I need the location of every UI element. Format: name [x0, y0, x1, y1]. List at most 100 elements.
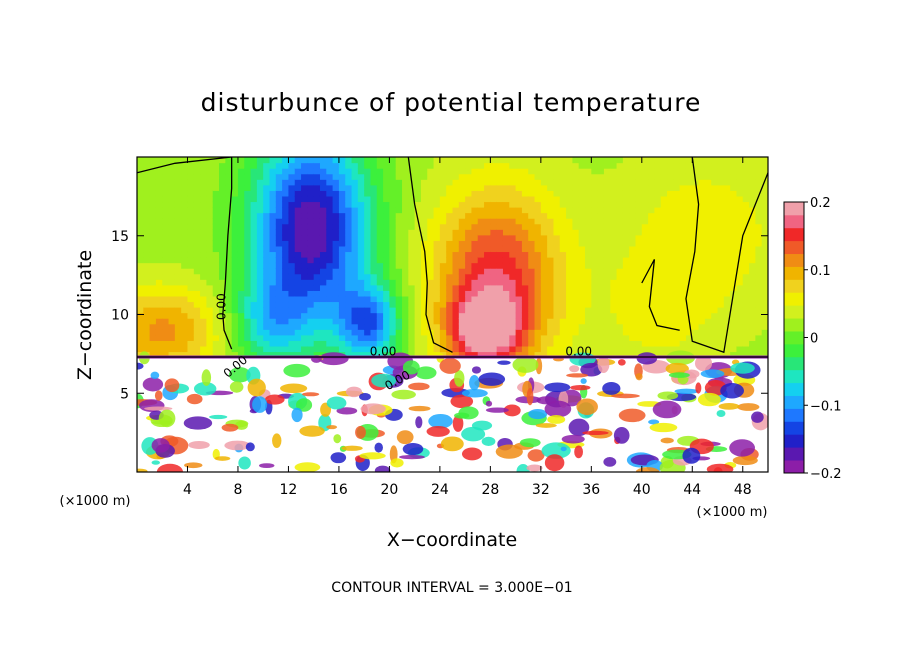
field-cell	[749, 284, 756, 291]
field-cell	[389, 290, 397, 297]
field-cell	[515, 262, 523, 269]
turbulent-patch	[660, 437, 674, 444]
field-cell	[237, 290, 245, 297]
field-cell	[427, 179, 435, 186]
field-cell	[490, 284, 498, 291]
field-cell	[155, 290, 163, 297]
field-cell	[692, 340, 700, 347]
field-cell	[597, 168, 605, 175]
field-cell	[585, 268, 592, 275]
field-cell	[357, 262, 365, 269]
field-cell	[502, 190, 510, 197]
field-cell	[137, 279, 144, 286]
field-cell	[181, 340, 189, 347]
field-cell	[578, 279, 586, 286]
field-cell	[231, 334, 239, 341]
field-cell	[181, 284, 189, 291]
field-cell	[717, 345, 725, 353]
field-cell	[338, 179, 346, 186]
field-cell	[275, 340, 283, 347]
field-cell	[477, 201, 485, 208]
field-cell	[225, 234, 233, 241]
contour-line	[641, 259, 680, 331]
field-cell	[521, 162, 529, 169]
field-cell	[534, 273, 542, 280]
field-cell	[730, 268, 738, 275]
field-cell	[149, 173, 157, 180]
field-cell	[357, 195, 365, 203]
field-cell	[521, 329, 529, 336]
field-cell	[540, 162, 548, 169]
field-cell	[502, 290, 510, 297]
field-cell	[351, 301, 359, 308]
field-cell	[402, 318, 409, 325]
field-cell	[660, 284, 668, 291]
field-cell	[559, 295, 567, 303]
field-cell	[174, 262, 182, 269]
field-cell	[174, 212, 182, 219]
x-tick-label: 40	[633, 482, 651, 498]
field-cell	[635, 229, 643, 236]
field-cell	[704, 157, 712, 164]
field-cell	[326, 295, 334, 303]
field-cell	[736, 279, 744, 286]
field-cell	[338, 173, 346, 180]
field-cell	[749, 240, 756, 247]
field-cell	[484, 162, 491, 169]
field-cell	[723, 190, 731, 197]
field-cell	[206, 157, 214, 164]
field-cell	[364, 323, 372, 330]
field-cell	[275, 279, 283, 286]
field-cell	[326, 323, 334, 330]
field-cell	[446, 229, 454, 236]
field-cell	[755, 301, 763, 308]
field-cell	[540, 229, 548, 236]
field-cell	[439, 257, 447, 264]
field-cell	[149, 162, 157, 169]
field-cell	[155, 334, 163, 341]
field-cell	[452, 234, 460, 241]
field-cell	[231, 329, 239, 336]
field-cell	[162, 262, 170, 269]
field-cell	[585, 168, 592, 175]
field-cell	[635, 162, 643, 169]
field-cell	[427, 201, 435, 208]
field-cell	[395, 318, 403, 325]
field-cell	[502, 345, 510, 353]
field-cell	[433, 190, 441, 197]
field-cell	[685, 201, 693, 208]
field-cell	[162, 229, 170, 236]
field-cell	[679, 245, 687, 253]
field-cell	[149, 262, 157, 269]
field-cell	[622, 162, 630, 169]
field-cell	[143, 190, 151, 197]
field-cell	[364, 329, 372, 336]
field-cell	[250, 323, 258, 330]
field-cell	[162, 351, 170, 358]
field-cell	[736, 290, 744, 297]
field-cell	[357, 212, 365, 219]
field-cell	[370, 229, 378, 236]
field-cell	[364, 179, 372, 186]
field-cell	[244, 212, 252, 219]
field-cell	[685, 284, 693, 291]
field-cell	[307, 351, 315, 358]
field-cell	[319, 295, 327, 303]
field-cell	[496, 234, 504, 241]
field-cell	[547, 207, 555, 214]
field-cell	[597, 307, 605, 314]
field-cell	[357, 257, 365, 264]
field-cell	[149, 301, 157, 308]
field-cell	[143, 179, 151, 186]
field-cell	[155, 329, 163, 336]
field-cell	[212, 223, 220, 230]
field-cell	[212, 329, 220, 336]
field-cell	[187, 318, 195, 325]
field-cell	[282, 212, 290, 219]
field-cell	[206, 345, 214, 353]
field-cell	[370, 245, 378, 253]
field-cell	[282, 201, 290, 208]
field-cell	[484, 345, 491, 353]
field-cell	[256, 257, 264, 264]
field-cell	[679, 195, 687, 203]
